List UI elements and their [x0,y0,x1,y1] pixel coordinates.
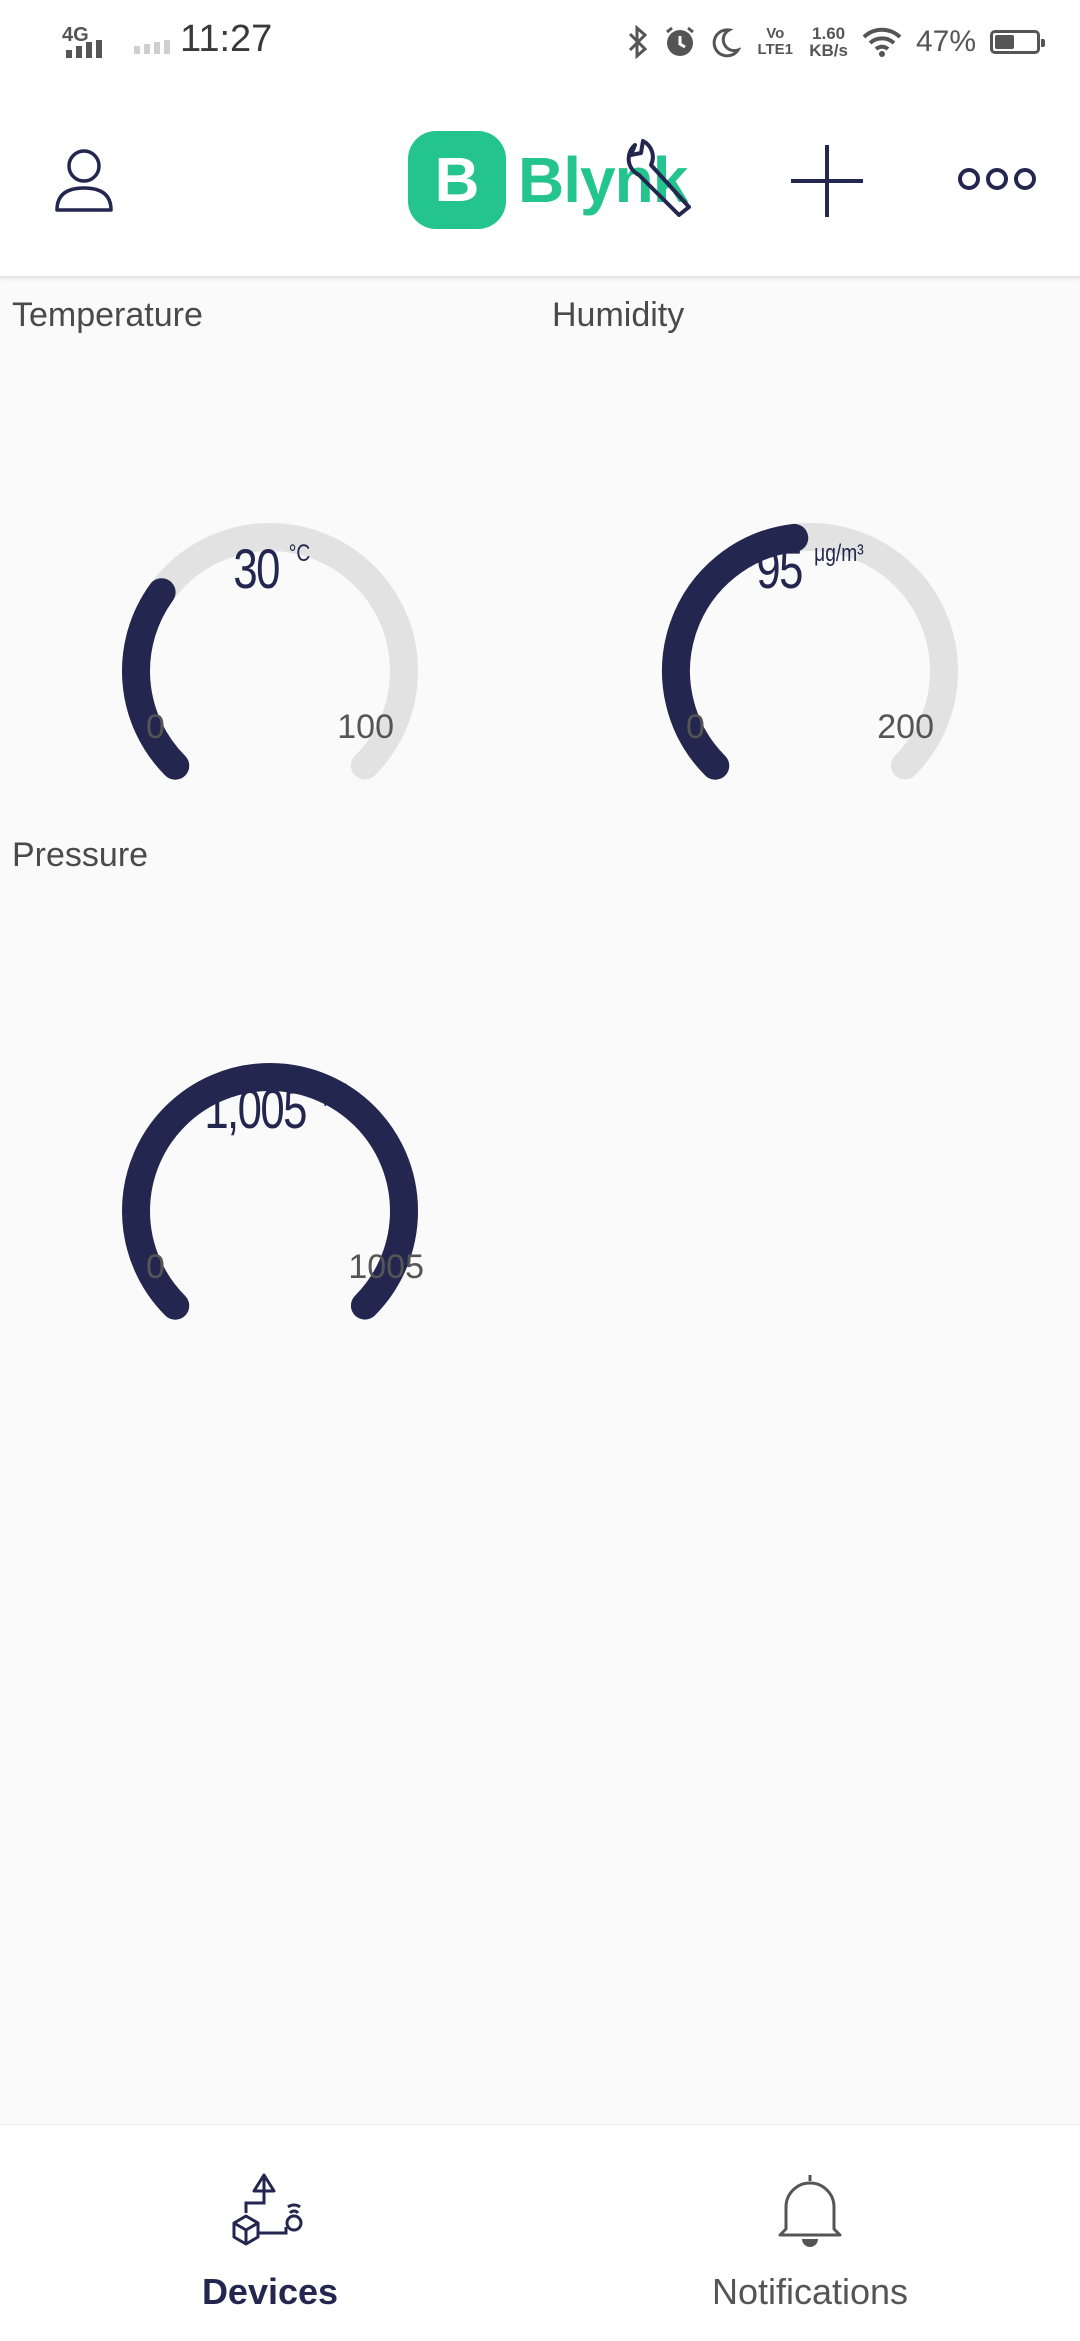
gauge-unit: °C [288,540,310,567]
tab-notifications[interactable]: Notifications [540,2125,1080,2341]
gauge-min: 0 [146,1248,165,1286]
gauge-humidity[interactable]: Humidity 95 μg/m³ 0 200 [540,286,1080,816]
plus-icon [791,145,863,217]
wifi-icon [862,27,902,57]
more-icon [958,168,1036,190]
bell-icon [778,2175,842,2247]
devices-icon [232,2173,303,2246]
edit-dashboard-button[interactable] [614,134,704,224]
gauge-title: Temperature [12,296,203,334]
gauge-title: Pressure [12,836,149,874]
bluetooth-icon [629,25,648,59]
gauge-dial [662,523,958,780]
add-widget-button[interactable] [786,140,868,222]
gauge-min: 0 [146,708,165,746]
status-bar: 4G 11:27 Vo LTE1 1.60 KB/s 47% [0,0,1080,84]
app-header: B Blynk [0,84,1080,278]
gauge-value: 30 °C [0,536,540,601]
network-speed: 1.60 KB/s [809,25,848,59]
gauge-dial [122,523,418,780]
gauge-number: 95 [756,537,803,600]
clock: 11:27 [180,18,273,60]
user-icon [55,149,113,212]
signal-icon-sim2 [134,40,170,54]
tab-devices[interactable]: Devices [0,2125,540,2341]
network-type: 4G [62,24,89,46]
gauge-min: 0 [686,708,705,746]
gauge-max: 200 [877,708,934,746]
gauge-unit: μg/m³ [814,540,864,567]
gauge-title: Humidity [552,296,685,334]
gauge-number: 1,005 [203,1077,307,1140]
moon-icon [712,28,742,58]
volte-label: Vo LTE1 [757,25,793,58]
bottom-navigation: Devices Notifications [0,2124,1080,2341]
alarm-icon [666,26,695,56]
gauge-dial [122,1063,418,1320]
more-options-button[interactable] [952,154,1042,204]
battery-icon [990,30,1045,54]
speed-value: 1.60 [812,24,846,43]
signal-icon [66,40,102,58]
tab-devices-label: Devices [201,2271,339,2312]
speed-unit: KB/s [809,41,848,60]
tab-notifications-label: Notifications [711,2271,909,2312]
gauge-pressure[interactable]: Pressure 1,005 psi 0 1005 [0,826,540,1356]
gauge-number: 30 [233,537,281,600]
gauge-max: 100 [337,708,394,746]
logo-text: Blynk [518,144,688,216]
gauge-fill [662,523,809,780]
gauge-temperature[interactable]: Temperature 30 °C 0 100 [0,286,540,816]
gauge-fill [122,1063,418,1320]
gauge-max: 1005 [348,1248,424,1286]
logo-mark: B [408,131,506,229]
profile-button[interactable] [44,140,124,220]
blynk-logo: B Blynk [408,130,688,230]
gauge-value: 95 μg/m³ [540,536,1080,601]
gauge-value: 1,005 psi [0,1076,540,1141]
gauge-fill [122,578,190,780]
battery-percent: 47% [915,25,976,58]
wrench-icon [626,139,691,217]
gauge-unit: psi [322,1080,348,1107]
